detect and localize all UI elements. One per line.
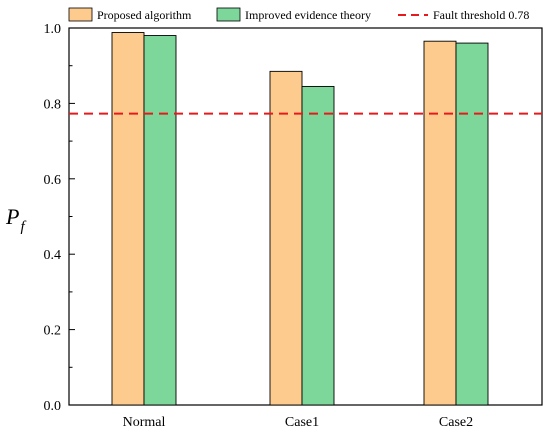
x-tick-label: Normal xyxy=(123,415,166,430)
legend-label-improved: Improved evidence theory xyxy=(245,8,371,22)
y-tick-label: 0.8 xyxy=(44,97,62,112)
y-tick-label: 0.4 xyxy=(44,248,62,263)
y-tick-label: 0.6 xyxy=(44,173,62,188)
bars xyxy=(111,32,489,406)
y-axis-label: Pf xyxy=(5,204,26,235)
bar-improved-case1 xyxy=(301,85,335,406)
bar-improved-normal xyxy=(143,35,177,406)
bar-proposed-case1 xyxy=(269,70,303,406)
x-axis-ticks: Normal Case1 Case2 xyxy=(123,399,473,430)
y-tick-label: 0.0 xyxy=(44,399,62,414)
y-tick-label: 1.0 xyxy=(44,22,62,37)
bar-proposed-normal xyxy=(111,32,145,406)
y-axis-label-subscript: f xyxy=(20,219,26,235)
bar-improved-case2 xyxy=(455,42,489,406)
bar-proposed-case2 xyxy=(423,40,457,406)
legend: Proposed algorithm Improved evidence the… xyxy=(68,7,529,22)
y-tick-label: 0.2 xyxy=(44,324,62,339)
legend-swatch-proposed xyxy=(68,7,93,22)
legend-label-threshold: Fault threshold 0.78 xyxy=(433,8,529,22)
y-axis-label-main: P xyxy=(5,204,19,229)
x-tick-label: Case2 xyxy=(439,415,473,430)
legend-swatch-improved xyxy=(216,7,241,22)
y-axis-ticks: 0.0 0.2 0.4 0.6 0.8 1.0 xyxy=(44,22,75,414)
x-tick-label: Case1 xyxy=(285,415,319,430)
legend-label-proposed: Proposed algorithm xyxy=(97,8,192,22)
